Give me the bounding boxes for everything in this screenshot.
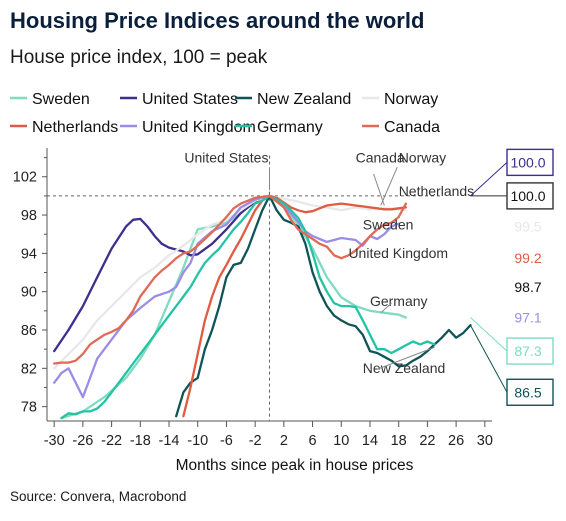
x-axis-label: Months since peak in house prices: [176, 457, 414, 474]
end-label-2: 99.5: [514, 219, 541, 235]
end-label-0: 100.0: [510, 154, 545, 170]
series-line-new-zealand: [175, 194, 472, 418]
source-note: Source: Convera, Macrobond: [10, 489, 187, 504]
annotation-leader-4: [380, 302, 392, 314]
y-tick-label-2: 86: [21, 323, 37, 339]
legend-label-6: Germany: [257, 119, 323, 136]
annotation-label-0: United States: [184, 149, 268, 165]
x-tick-label-3: -18: [130, 433, 151, 449]
series-line-netherlands: [182, 194, 408, 418]
legend-label-7: Canada: [384, 119, 440, 136]
x-tick-label-15: 30: [477, 433, 493, 449]
end-labels: 100.0 100.0 99.5 99.2 98.7 97.1 87.3 86.5: [470, 148, 554, 406]
y-tick-label-1: 82: [21, 361, 37, 377]
end-label-box-6: [506, 337, 554, 365]
x-tick-label-6: -6: [220, 433, 233, 449]
end-label-leader-6: [470, 317, 508, 352]
x-tick-label-11: 14: [362, 433, 378, 449]
x-tick-label-9: 6: [309, 433, 317, 449]
annotation-leader-3: [376, 346, 435, 370]
legend: Sweden United States New Zealand Norway Neth…: [10, 91, 440, 136]
x-tick-label-7: -2: [249, 433, 262, 449]
annotation-label-4: Sweden: [363, 216, 414, 232]
end-label-box-7: [506, 378, 554, 406]
x-tick-label-13: 22: [419, 433, 435, 449]
legend-label-3: Norway: [384, 91, 438, 108]
series-line-canada: [53, 194, 408, 365]
series-group: [53, 194, 472, 420]
annotation-label-2: Norway: [399, 149, 446, 165]
legend-label-2: New Zealand: [257, 91, 351, 108]
end-label-4: 98.7: [514, 279, 541, 295]
series-line-united-kingdom: [53, 194, 400, 399]
chart-title: Housing Price Indices around the world: [10, 8, 425, 33]
x-tick-label-4: -14: [159, 433, 180, 449]
x-tick-label-2: -22: [101, 433, 122, 449]
end-label-leader-0: [470, 162, 508, 197]
legend-label-1: United States: [142, 91, 238, 108]
x-tick-label-1: -26: [72, 433, 93, 449]
x-tick-label-14: 26: [448, 433, 464, 449]
y-tick-label-3: 90: [21, 285, 37, 301]
annotation-label-7: New Zealand: [363, 360, 446, 376]
x-tick-label-12: 18: [391, 433, 407, 449]
end-label-box-1: [506, 182, 554, 210]
end-label-1: 100.0: [510, 188, 545, 204]
y-tick-label-5: 98: [21, 208, 37, 224]
x-tick-label-0: -30: [44, 433, 65, 449]
annotation-leader-2: [380, 166, 398, 206]
end-label-leader-7: [470, 324, 508, 393]
annotation-label-6: Germany: [370, 293, 428, 309]
series-line-united-states: [53, 194, 271, 353]
chart-subtitle: House price index, 100 = peak: [10, 47, 268, 68]
series-line-germany: [60, 194, 436, 420]
end-label-5: 97.1: [514, 310, 541, 326]
legend-label-5: United Kingdom: [142, 119, 256, 136]
legend-label-4: Netherlands: [32, 119, 118, 136]
end-label-7: 86.5: [514, 384, 541, 400]
annotation-label-1: Canada: [356, 149, 405, 165]
x-tick-label-5: -10: [187, 433, 208, 449]
end-label-3: 99.2: [514, 250, 541, 266]
y-tick-label-4: 94: [21, 246, 37, 262]
annotation-label-5: United Kingdom: [348, 245, 448, 261]
legend-label-0: Sweden: [32, 91, 90, 108]
y-tick-label-6: 102: [13, 170, 37, 186]
x-tick-label-8: 2: [280, 433, 288, 449]
end-label-6: 87.3: [514, 343, 541, 359]
y-tick-label-0: 78: [21, 400, 37, 416]
x-tick-label-10: 10: [333, 433, 349, 449]
annotation-label-3: Netherlands: [399, 183, 475, 199]
